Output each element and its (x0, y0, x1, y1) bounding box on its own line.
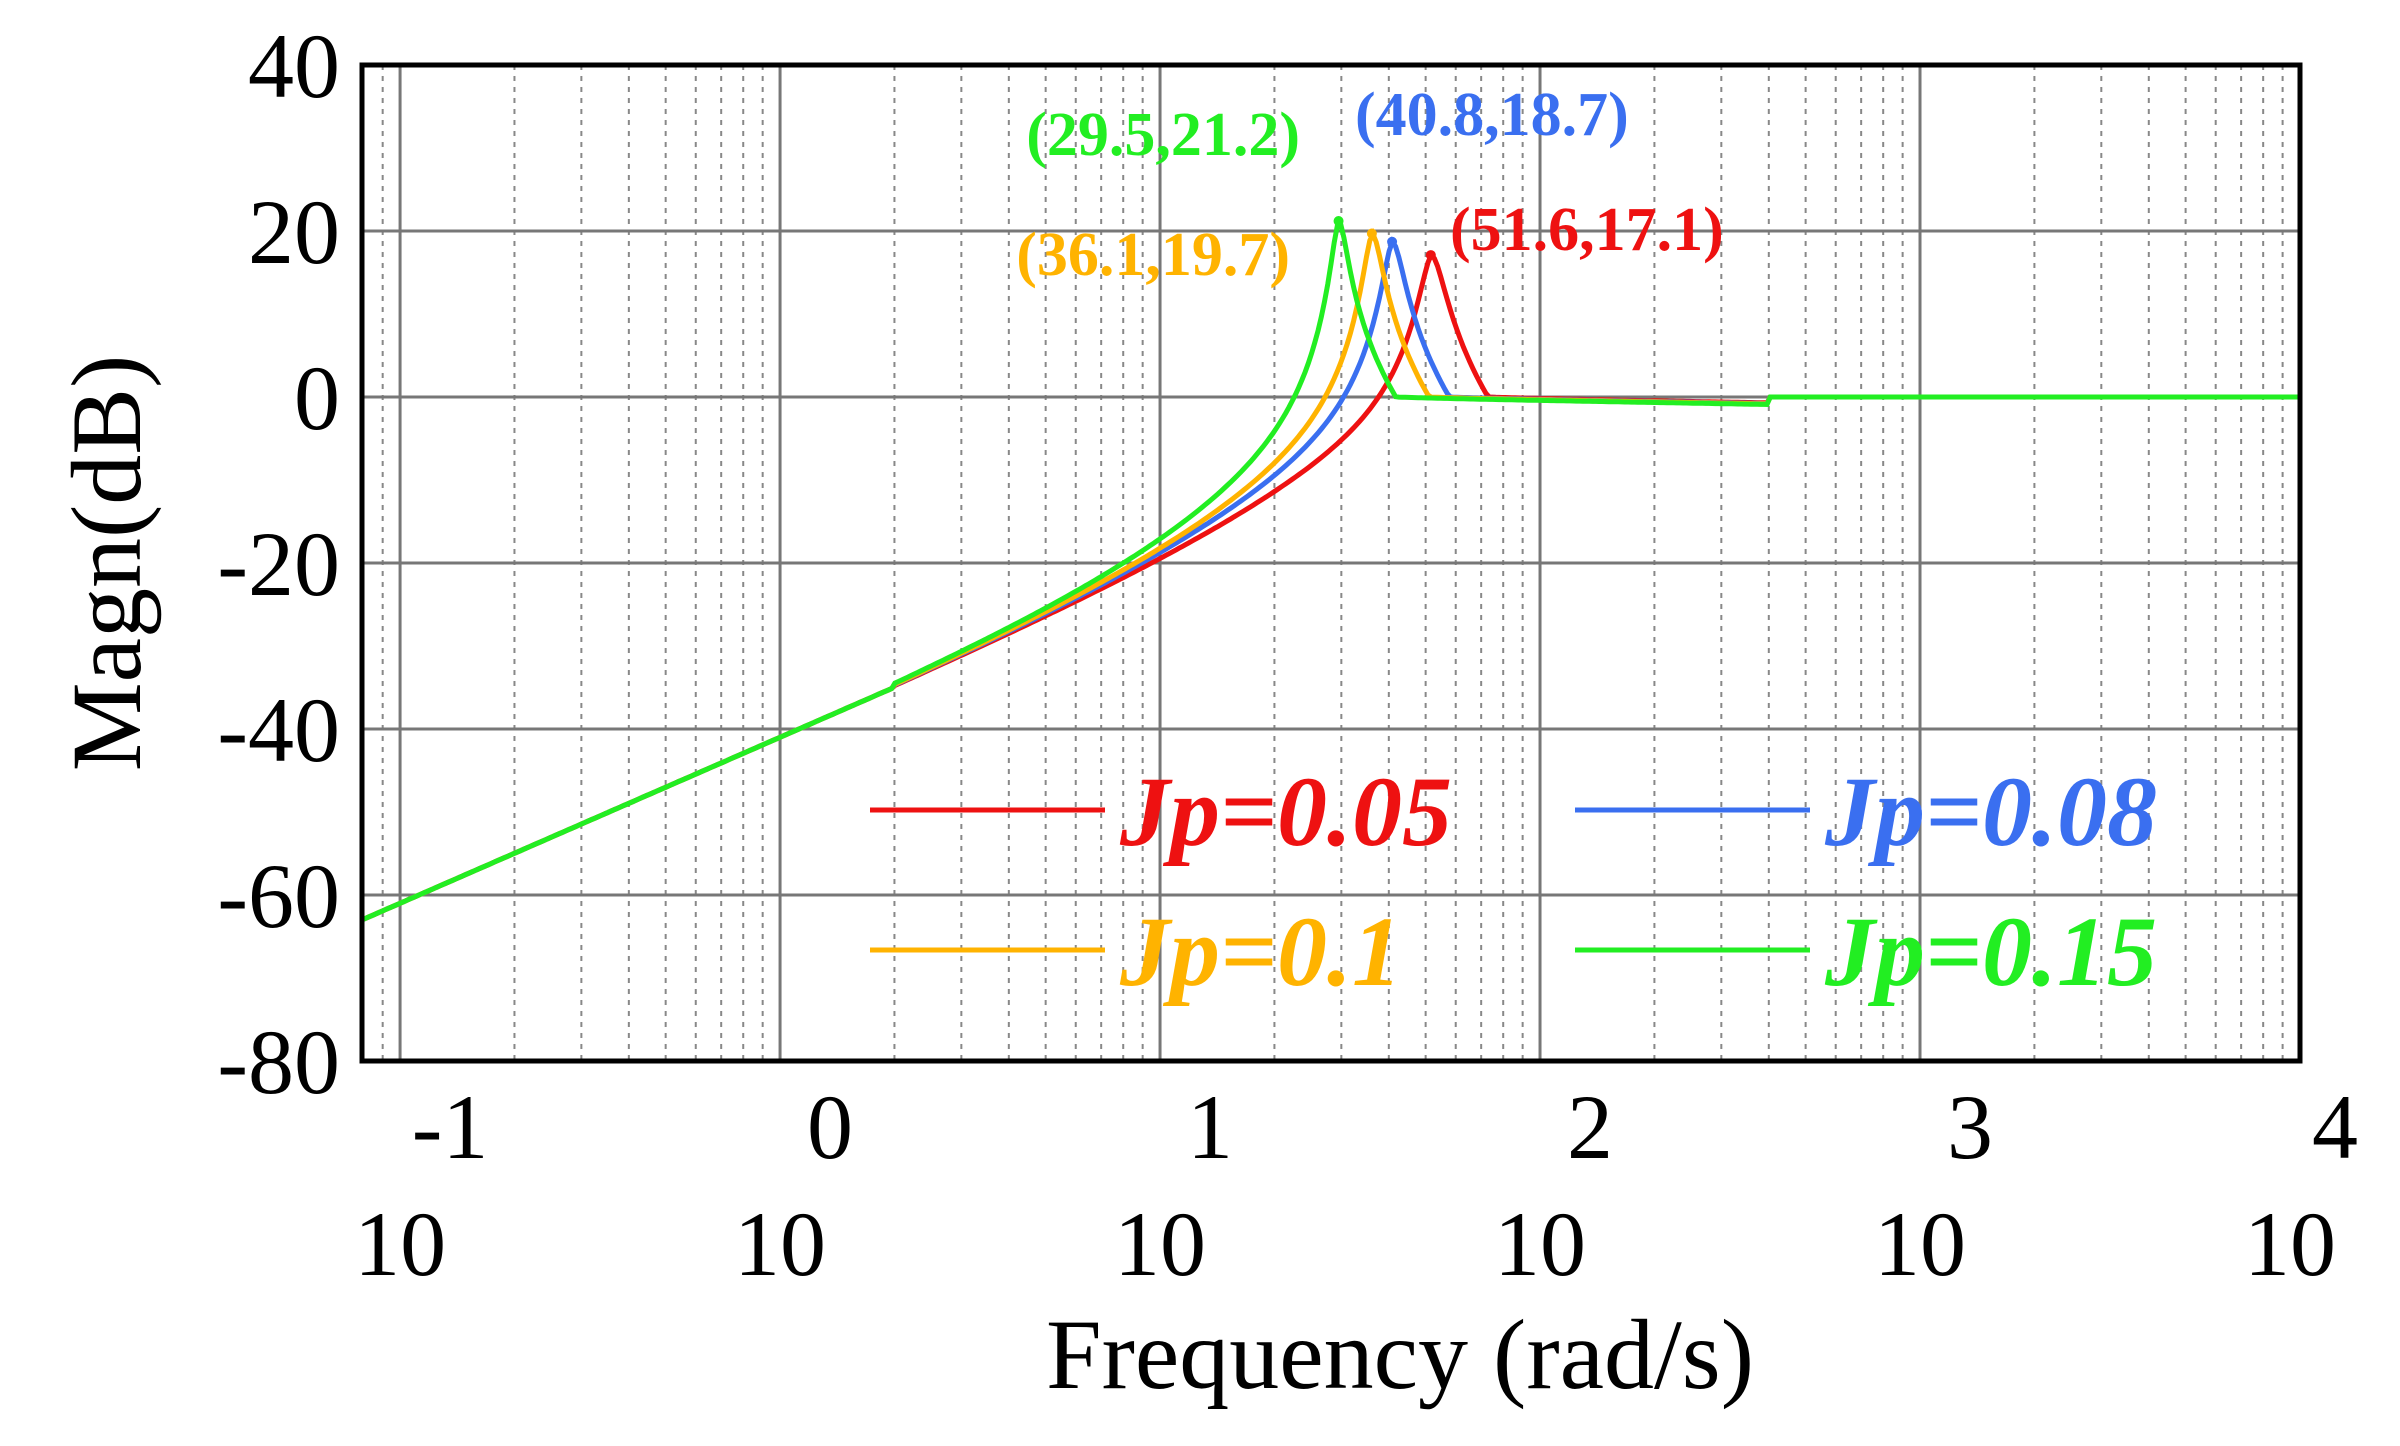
y-tick-label: 20 (248, 181, 340, 283)
x-tick-exponent: 3 (1947, 1076, 1993, 1178)
x-tick-exponent: 4 (2312, 1076, 2358, 1178)
y-axis-label: Magn(dB) (51, 355, 162, 772)
legend: Jp=0.05 Jp=0.08 Jp=0.1 Jp=0.15 (870, 756, 2157, 1007)
plot-frame (359, 62, 2303, 1064)
x-tick-exponent: 1 (1187, 1076, 1233, 1178)
x-tick-base: 10 (734, 1193, 826, 1295)
peak-marker (1387, 236, 1398, 247)
y-tick-label: -40 (217, 679, 340, 781)
legend-entry: Jp=0.15 (1824, 896, 2157, 1007)
y-tick-label: -80 (217, 1011, 340, 1113)
peak-annotations: (51.6,17.1) (40.8,18.7) (36.1,19.7) (29.5,2… (1016, 81, 1724, 289)
curves (360, 221, 2300, 923)
y-tick-label: 40 (248, 15, 340, 117)
peak-marker (1425, 250, 1436, 261)
legend-entry: Jp=0.08 (1824, 756, 2157, 867)
x-tick-exponent: -1 (412, 1076, 489, 1178)
peak-label: (51.6,17.1) (1450, 196, 1724, 264)
x-tick-exponent: 0 (807, 1076, 853, 1178)
x-tick-base: 10 (1874, 1193, 1966, 1295)
x-tick-base: 10 (1494, 1193, 1586, 1295)
x-tick-base: 10 (1114, 1193, 1206, 1295)
y-tick-label: -60 (217, 845, 340, 947)
peak-marker (1366, 228, 1377, 239)
peak-label: (40.8,18.7) (1355, 81, 1629, 149)
peak-label: (36.1,19.7) (1016, 221, 1290, 289)
peak-label: (29.5,21.2) (1026, 101, 1300, 169)
x-tick-base: 10 (354, 1193, 446, 1295)
x-tick-exponent: 2 (1567, 1076, 1613, 1178)
x-tick-base: 10 (2244, 1193, 2336, 1295)
series-line-Jp=0.15 (360, 221, 2300, 923)
y-tick-label: -20 (217, 513, 340, 615)
legend-entry: Jp=0.05 (1119, 756, 1452, 867)
x-axis-label: Frequency (rad/s) (1046, 1299, 1754, 1410)
peak-marker (1333, 216, 1344, 227)
y-tick-label: 0 (294, 347, 340, 449)
legend-entry: Jp=0.1 (1119, 896, 1402, 1007)
